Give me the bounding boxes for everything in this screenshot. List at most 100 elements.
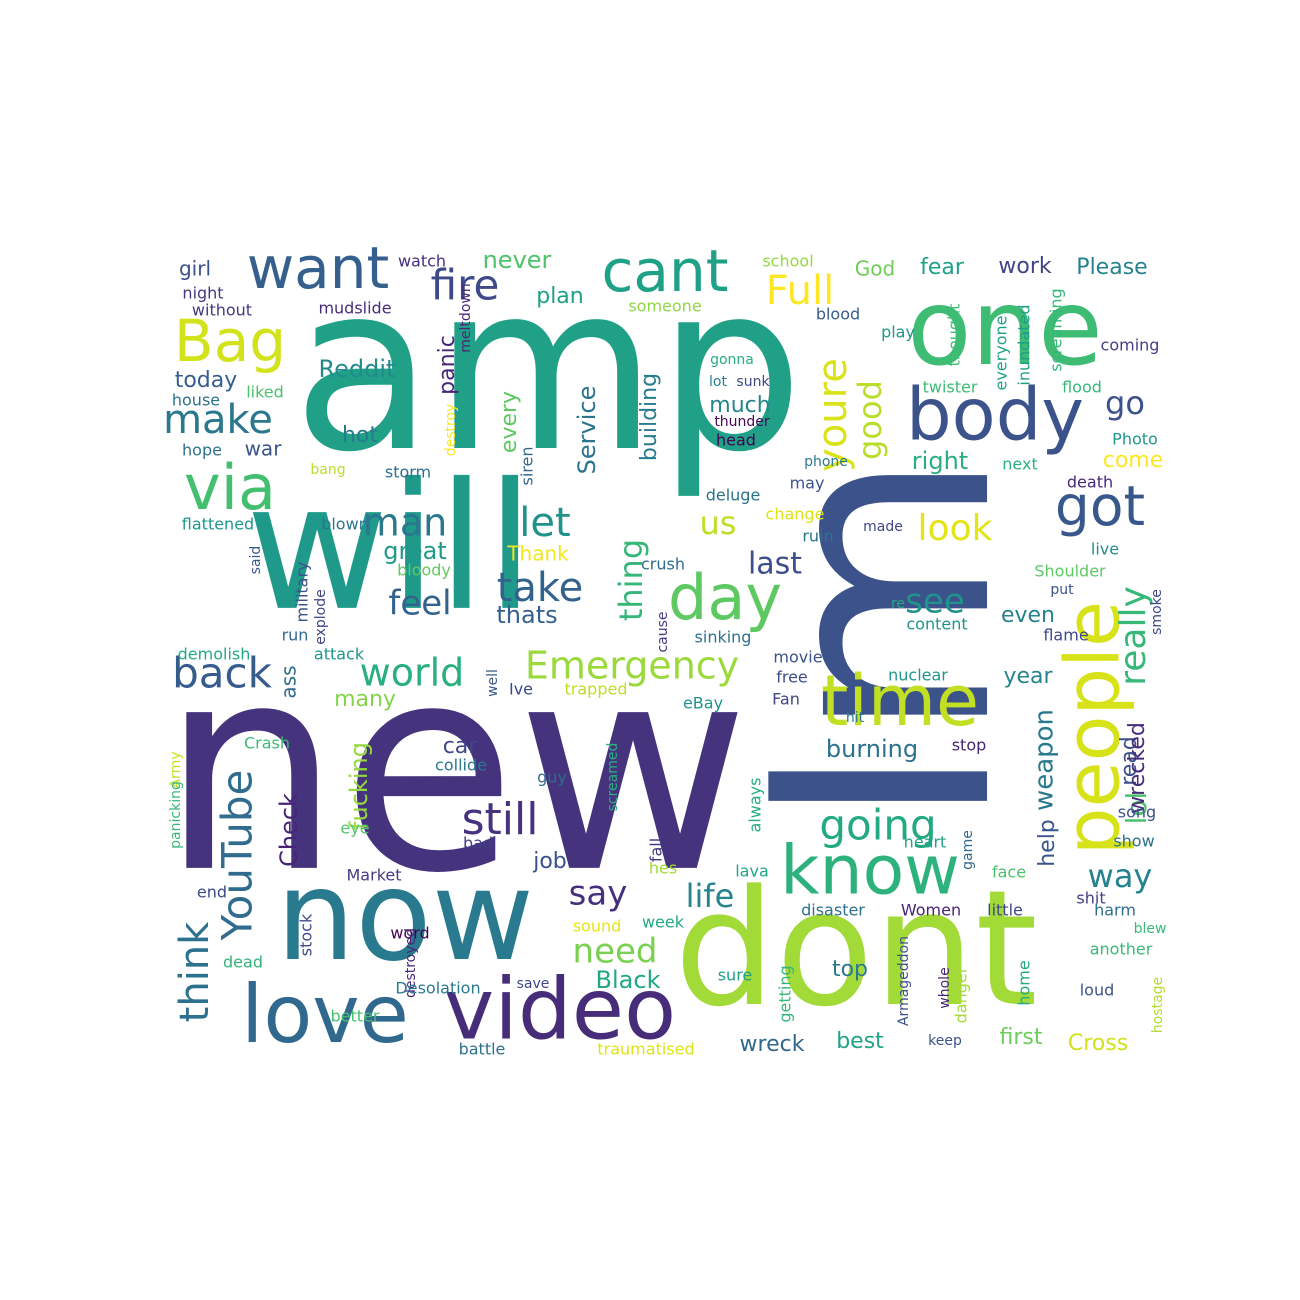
- word-every: every: [497, 391, 522, 453]
- word-demolish: demolish: [178, 645, 251, 664]
- word-deluge: deluge: [706, 486, 761, 505]
- word-week: week: [642, 913, 685, 932]
- word-screamed: screamed: [605, 743, 621, 812]
- word-help: help: [1035, 819, 1060, 867]
- word-getting: getting: [776, 965, 795, 1022]
- word-guy: guy: [537, 768, 567, 787]
- word-word: word: [390, 924, 429, 943]
- word-dont: dont: [674, 855, 1038, 1042]
- word-plan: plan: [536, 284, 584, 309]
- word-song: song: [1118, 803, 1156, 822]
- word-year: year: [1003, 664, 1053, 689]
- word-hot: hot: [342, 423, 378, 448]
- word-day: day: [668, 561, 782, 634]
- word-run: run: [282, 626, 309, 645]
- word-blown: blown: [321, 515, 369, 534]
- word-harm: harm: [1094, 901, 1136, 920]
- word-good: good: [851, 380, 889, 460]
- word-fear: fear: [920, 255, 965, 280]
- word-one: one: [907, 267, 1102, 389]
- word-little: little: [987, 901, 1023, 920]
- word-danger: danger: [952, 966, 971, 1023]
- word-whole: whole: [937, 967, 953, 1008]
- word-black: Black: [596, 966, 661, 994]
- word-ive: Ive: [509, 680, 533, 699]
- word-watch: watch: [398, 252, 446, 271]
- word-war: war: [245, 437, 283, 461]
- word-weapon: weapon: [1030, 709, 1060, 811]
- word-nuclear: nuclear: [888, 666, 948, 685]
- word-still: still: [462, 794, 539, 845]
- word-destroyed: destroyed: [403, 928, 419, 998]
- word-military: military: [293, 561, 312, 622]
- word-put: put: [1050, 582, 1074, 598]
- word-sound: sound: [573, 917, 622, 936]
- word-reddit: Reddit: [319, 355, 396, 383]
- word-eye: eye: [340, 819, 369, 838]
- word-man: man: [363, 501, 447, 545]
- word-ruin: ruin: [802, 527, 833, 546]
- word-live: live: [1091, 540, 1119, 559]
- word-stock: stock: [297, 913, 316, 956]
- word-liked: liked: [246, 383, 284, 402]
- word-youre: youre: [810, 358, 856, 472]
- word-look: look: [918, 508, 993, 549]
- word-dead: dead: [223, 953, 263, 972]
- word-explode: explode: [313, 589, 329, 645]
- word-storm: storm: [385, 463, 431, 482]
- word-night: night: [182, 284, 223, 303]
- word-game: game: [960, 830, 976, 870]
- word-trapped: trapped: [565, 680, 628, 699]
- word-may: may: [790, 474, 825, 493]
- word-made: made: [863, 519, 903, 535]
- word-blood: blood: [816, 305, 860, 324]
- word-siren: siren: [518, 447, 537, 486]
- word-lol: lol: [1120, 792, 1153, 825]
- word-full: Full: [766, 268, 834, 314]
- word-feel: feel: [388, 584, 451, 624]
- word-flood: flood: [1062, 378, 1102, 397]
- word-girl: girl: [179, 257, 211, 281]
- word-thing: thing: [612, 539, 650, 621]
- word-next: next: [1002, 455, 1037, 474]
- word-change: change: [766, 505, 825, 524]
- word-think: think: [172, 921, 218, 1023]
- word-come: come: [1103, 448, 1164, 473]
- word-ebay: eBay: [683, 694, 723, 713]
- word-last: last: [748, 547, 802, 582]
- word-women: Women: [901, 901, 961, 920]
- word-even: even: [1001, 603, 1055, 628]
- word-wound: wound: [541, 722, 557, 769]
- word-much: much: [709, 393, 770, 418]
- word-lot: lot: [709, 374, 727, 390]
- word-hope: hope: [182, 441, 222, 460]
- word-love: love: [241, 968, 409, 1061]
- word-stop: stop: [952, 736, 987, 755]
- word-best: best: [836, 1029, 884, 1054]
- word-desolation: Desolation: [395, 979, 480, 998]
- word-let: let: [519, 500, 570, 546]
- word-mudslide: mudslide: [318, 299, 391, 318]
- word-coming: coming: [1101, 336, 1160, 355]
- word-take: take: [497, 565, 584, 611]
- word-work: work: [998, 254, 1051, 279]
- word-great: great: [383, 537, 446, 565]
- word-want: want: [247, 234, 389, 302]
- word-im: Im: [709, 450, 1058, 831]
- word-body: body: [906, 373, 1084, 457]
- word-fire: fire: [431, 261, 500, 310]
- word-burning: burning: [826, 735, 918, 763]
- word-without: without: [192, 301, 252, 320]
- word-shit: shit: [1076, 889, 1105, 908]
- word-say: say: [569, 874, 628, 914]
- word-inundated: inundated: [1015, 304, 1034, 385]
- word-time: time: [821, 660, 979, 742]
- word-fucking: fucking: [345, 742, 373, 830]
- word-today: today: [175, 368, 238, 393]
- word-meltdown: meltdown: [458, 283, 474, 352]
- word-back: back: [172, 649, 272, 698]
- word-job: job: [532, 849, 567, 874]
- word-crash: Crash: [244, 734, 290, 753]
- word-crush: crush: [641, 555, 685, 574]
